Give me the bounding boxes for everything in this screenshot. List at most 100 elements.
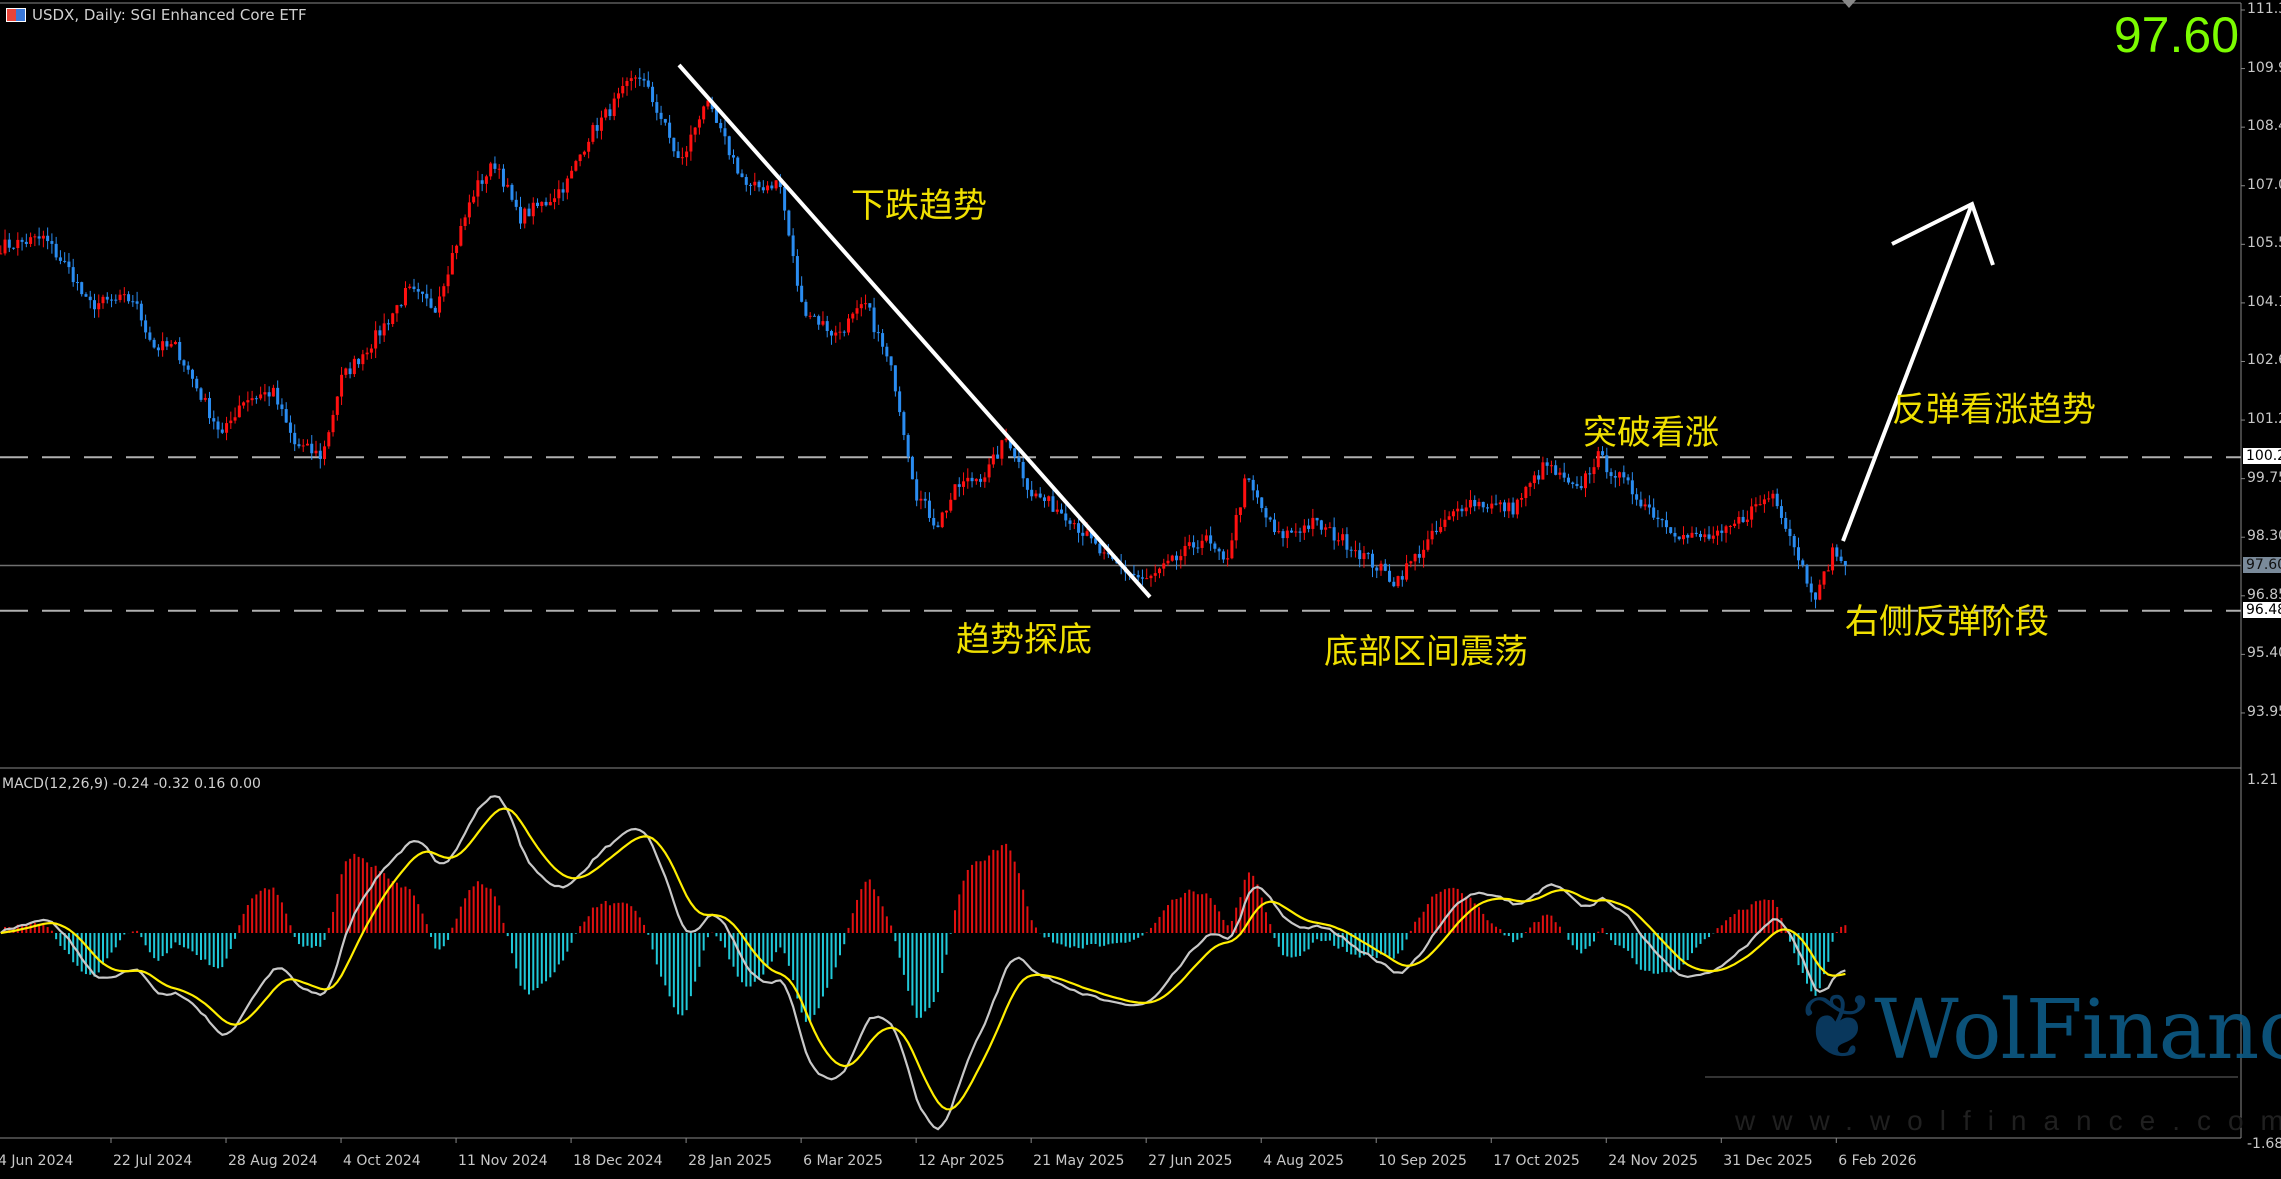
candle-body (1792, 536, 1796, 548)
candle-body (616, 93, 620, 99)
candle-body (54, 243, 58, 258)
candle-body (442, 286, 446, 297)
candle-body (1268, 517, 1272, 520)
candle-body (1494, 503, 1498, 505)
candle-body (455, 245, 459, 254)
candle-body (727, 136, 731, 156)
candle-body (544, 201, 548, 206)
candle-body (195, 378, 199, 389)
candle-body (697, 119, 701, 128)
candle-body (949, 499, 953, 511)
candle-body (75, 282, 79, 284)
candle-body (1681, 534, 1685, 540)
candle-body (131, 301, 135, 303)
candle-body (1711, 535, 1715, 539)
candle-body (1179, 556, 1183, 561)
candle-body (553, 198, 557, 203)
time-tick-label: 4 Aug 2025 (1263, 1153, 1344, 1169)
candle-body (953, 484, 957, 500)
watermark-url: www.wolfinance.com (1735, 1105, 2281, 1136)
annotation-range: 底部区间震荡 (1324, 632, 1528, 672)
candle-body (212, 418, 216, 422)
candle-body (1234, 514, 1238, 541)
candle-body (41, 235, 45, 239)
candle-body (178, 341, 182, 361)
chart-title: USDX, Daily: SGI Enhanced Core ETF (6, 6, 307, 24)
candle-body (676, 151, 680, 158)
candle-body (246, 400, 250, 403)
candle-body (1017, 457, 1021, 462)
level-price-label: 100.28 (2243, 448, 2281, 465)
candle-body (182, 360, 186, 366)
candle-body (1034, 493, 1038, 497)
candle-body (139, 303, 143, 321)
candle-body (927, 500, 931, 518)
candle-body (680, 157, 684, 159)
candle-body (105, 296, 109, 300)
macd-tick-label: 1.21 (2247, 771, 2279, 788)
candle-body (1383, 563, 1387, 571)
downtrend-line (677, 63, 1152, 599)
candle-body (237, 405, 241, 418)
candle-body (1375, 567, 1379, 571)
candle-body (229, 420, 233, 424)
time-tick-label: 4 Oct 2024 (343, 1153, 421, 1169)
candle-body (1818, 584, 1822, 600)
candle-body (1157, 568, 1161, 574)
candle-body (1545, 462, 1549, 466)
candle-body (348, 368, 352, 375)
wolfinance-logo: ❦WolFinance (1800, 975, 2281, 1080)
candle-body (1379, 563, 1383, 571)
candle-body (944, 510, 948, 513)
candle-body (1822, 571, 1826, 585)
candle-body (1336, 540, 1340, 542)
candle-body (118, 294, 122, 301)
candle-body (1758, 504, 1762, 506)
candle-body (1562, 472, 1566, 478)
candle-body (152, 339, 156, 348)
candle-body (1686, 534, 1690, 538)
candle-body (438, 296, 442, 313)
candle-body (663, 118, 667, 123)
candle-body (1085, 531, 1089, 536)
time-tick-label: 11 Nov 2024 (458, 1153, 548, 1169)
candle-body (1690, 532, 1694, 538)
time-tick-label: 31 Dec 2025 (1723, 1153, 1813, 1169)
candle-body (493, 163, 497, 169)
chart-flag-icon (6, 8, 26, 22)
candle-body (599, 117, 603, 131)
candle-body (855, 308, 859, 314)
candle-body (63, 260, 67, 262)
candle-body (1814, 592, 1818, 600)
candle-body (357, 358, 361, 365)
candle-body (1000, 440, 1004, 459)
candle-body (621, 85, 625, 94)
candle-body (800, 285, 804, 302)
candle-body (1720, 530, 1724, 533)
candle-body (254, 398, 258, 400)
candle-body (1664, 520, 1668, 528)
candle-body (1008, 438, 1012, 449)
candle-body (1281, 531, 1285, 539)
candle-body (20, 239, 24, 242)
candle-body (587, 141, 591, 152)
candle-body (825, 321, 829, 331)
candle-body (1209, 535, 1213, 544)
candle-body (1413, 554, 1417, 562)
candle-body (876, 332, 880, 334)
candle-body (685, 151, 689, 158)
candle-body (744, 177, 748, 185)
candle-body (1456, 508, 1460, 512)
candle-body (1498, 502, 1502, 505)
candle-body (1030, 489, 1034, 497)
candle-body (1243, 478, 1247, 508)
candle-body (489, 163, 493, 177)
candle-body (1328, 527, 1332, 529)
candle-body (480, 180, 484, 184)
time-tick-label: 12 Apr 2025 (918, 1153, 1005, 1169)
candle-body (1290, 530, 1294, 533)
candle-body (208, 398, 212, 419)
candle-body (1451, 511, 1455, 517)
candle-body (1826, 570, 1830, 572)
